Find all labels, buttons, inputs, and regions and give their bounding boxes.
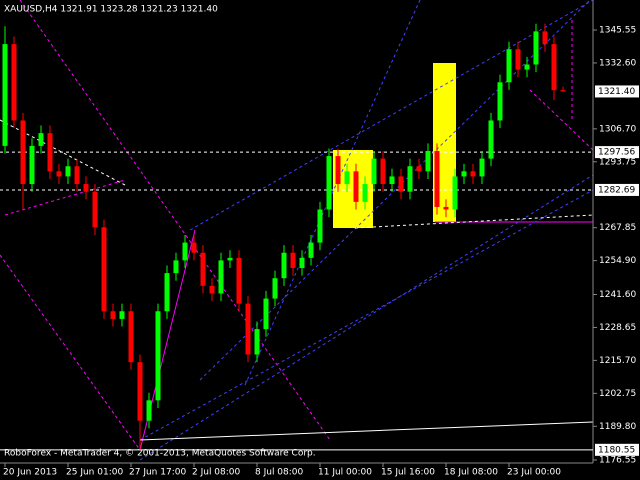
candle-body	[155, 311, 161, 401]
level-label-box	[595, 146, 639, 159]
candle-body	[533, 31, 539, 65]
candle-body	[173, 260, 179, 274]
y-tick-label: 1189.80	[599, 422, 636, 432]
y-tick-label: 1306.70	[599, 124, 636, 134]
candle-body	[236, 257, 242, 304]
candle-body	[479, 158, 485, 177]
x-tick-label: 15 Jul 16:00	[381, 468, 435, 478]
candle-body	[407, 166, 413, 192]
x-tick-label: 23 Jul 00:00	[507, 468, 561, 478]
candle-body	[227, 257, 233, 261]
candle-body	[11, 44, 17, 121]
candle-body	[443, 206, 449, 210]
y-tick-label: 1241.60	[599, 290, 636, 300]
candle-body	[326, 156, 332, 210]
level-label: 1297.56	[598, 148, 635, 158]
candle-body	[272, 278, 278, 299]
candle-body	[452, 176, 458, 210]
candle-body	[524, 64, 530, 70]
candle-body	[515, 49, 521, 70]
level-label-box	[595, 443, 639, 456]
candle-body	[137, 362, 143, 421]
x-tick-label: 25 Jun 01:00	[66, 468, 123, 478]
y-tick-label: 1215.70	[599, 356, 636, 366]
candle-body	[551, 44, 557, 91]
y-tick-label: 1228.65	[599, 323, 636, 333]
candle-body	[506, 49, 512, 83]
x-tick-label: 2 Jul 08:00	[192, 468, 241, 478]
candle-body	[74, 166, 80, 185]
candle-body	[65, 166, 71, 177]
candle-body	[470, 171, 476, 177]
candle-body	[101, 227, 107, 312]
candle-body	[245, 303, 251, 355]
x-tick-label: 18 Jul 08:00	[444, 468, 498, 478]
candle-body	[2, 44, 8, 146]
x-tick-label: 27 Jun 17:00	[129, 468, 186, 478]
candle-body	[335, 156, 341, 185]
candle-body	[560, 90, 566, 92]
candle-body	[362, 184, 368, 202]
candle-body	[389, 176, 395, 185]
y-tick-label: 1267.85	[599, 223, 636, 233]
candle-body	[209, 285, 215, 294]
candle-body	[191, 242, 197, 253]
y-tick-label: 1293.75	[599, 157, 636, 167]
candle-body	[461, 171, 467, 177]
candle-body	[47, 133, 53, 172]
footer: RoboForex - MetaTrader 4, © 2001-2013, M…	[4, 449, 316, 459]
candle-body	[371, 158, 377, 185]
level-label-box	[595, 85, 639, 98]
candle-body	[92, 191, 98, 228]
level-label-box	[595, 183, 639, 196]
candle-body	[281, 252, 287, 279]
level-label: 1321.40	[598, 87, 635, 97]
candle-body	[254, 329, 260, 355]
y-tick-label: 1254.90	[599, 256, 636, 266]
candle-body	[110, 311, 116, 319]
x-tick-label: 8 Jul 08:00	[255, 468, 304, 478]
candle-body	[542, 31, 548, 45]
level-label: 1282.69	[598, 185, 635, 195]
candle-body	[146, 400, 152, 421]
y-tick-label: 1332.60	[599, 58, 636, 68]
candle-body	[38, 133, 44, 146]
candle-body	[200, 252, 206, 286]
candle-body	[344, 171, 350, 185]
candle-body	[308, 242, 314, 258]
candle-body	[20, 120, 26, 185]
y-tick-label: 1202.75	[599, 389, 636, 399]
candle-body	[353, 171, 359, 202]
level-label: 1180.55	[598, 445, 635, 455]
candle-body	[290, 252, 296, 269]
candle-body	[164, 273, 170, 312]
x-tick-label: 20 Jun 2013	[3, 468, 57, 478]
candle-body	[218, 260, 224, 294]
candle-body	[56, 171, 62, 177]
candle-body	[416, 166, 422, 172]
candle-body	[380, 158, 386, 185]
candle-body	[29, 145, 35, 185]
candle-body	[119, 311, 125, 319]
candle-body	[398, 176, 404, 192]
candle-body	[83, 184, 89, 192]
candle-body	[263, 298, 269, 330]
candle-body	[299, 257, 305, 269]
candle-body	[434, 150, 440, 207]
x-tick-label: 11 Jul 00:00	[318, 468, 372, 478]
candle-body	[488, 120, 494, 159]
y-tick-label: 1176.55	[599, 455, 636, 465]
candle-body	[425, 150, 431, 172]
candle-body	[182, 242, 188, 261]
candle-body	[128, 311, 134, 363]
y-tick-label: 1345.55	[599, 25, 636, 35]
chart-title: XAUUSD,H4 1321.91 1323.28 1321.23 1321.4…	[4, 5, 218, 15]
candle-body	[317, 209, 323, 243]
candle-body	[497, 82, 503, 121]
